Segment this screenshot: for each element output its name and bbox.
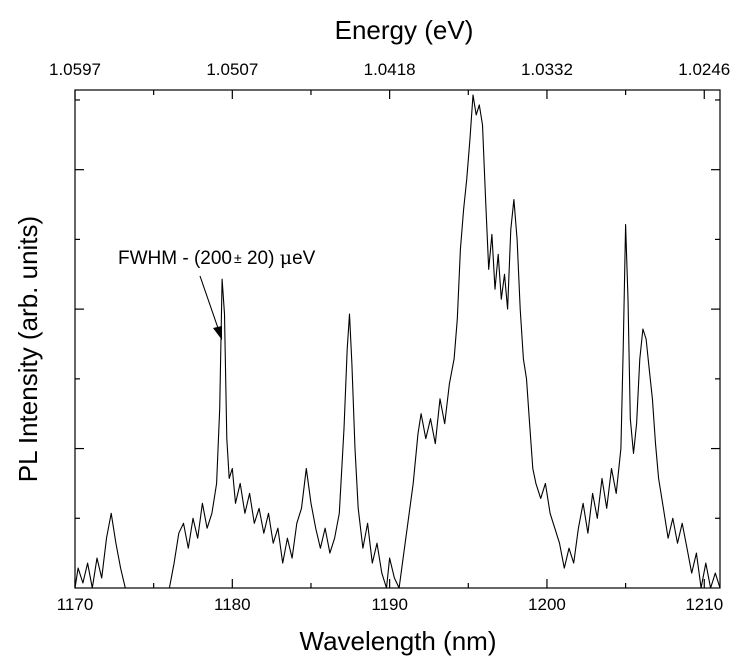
top-tick-label: 1.0246 xyxy=(678,60,730,79)
top-axis-title: Energy (eV) xyxy=(335,15,474,45)
top-tick-label: 1.0332 xyxy=(521,60,573,79)
fwhm-annotation-prefix: FWHM - (200 xyxy=(118,248,232,269)
spectrum-line xyxy=(74,94,721,589)
axis-ticks xyxy=(74,90,720,588)
x-tick-label: 1180 xyxy=(214,595,251,614)
fwhm-annotation-mu: μ xyxy=(280,247,292,269)
fwhm-annotation: FWHM - (200 ± 20) μeV xyxy=(118,247,316,269)
annotation-arrow-line xyxy=(199,275,220,332)
fwhm-annotation-unit: eV xyxy=(292,248,316,269)
fwhm-annotation-suffix: 20) xyxy=(242,248,280,269)
x-tick-label: 1210 xyxy=(685,595,723,614)
x-tick-label: 1190 xyxy=(371,595,408,614)
fwhm-annotation-pm: ± xyxy=(234,250,242,266)
top-tick-label: 1.0597 xyxy=(49,60,101,79)
x-tick-label: 1200 xyxy=(528,595,566,614)
annotation-arrowhead xyxy=(213,326,222,340)
top-tick-label: 1.0507 xyxy=(206,60,258,79)
x-tick-label: 1170 xyxy=(57,595,94,614)
axis-tick-labels: 1170 1180 1190 1200 1210 1.0597 1.0507 1.0418 1.… xyxy=(49,60,730,614)
top-tick-label: 1.0418 xyxy=(364,60,416,79)
x-axis-title: Wavelength (nm) xyxy=(300,626,497,656)
y-axis-title: PL Intensity (arb. units) xyxy=(13,216,43,482)
plot-frame xyxy=(74,89,721,589)
